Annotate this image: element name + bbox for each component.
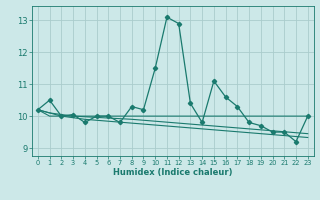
X-axis label: Humidex (Indice chaleur): Humidex (Indice chaleur) bbox=[113, 168, 233, 177]
